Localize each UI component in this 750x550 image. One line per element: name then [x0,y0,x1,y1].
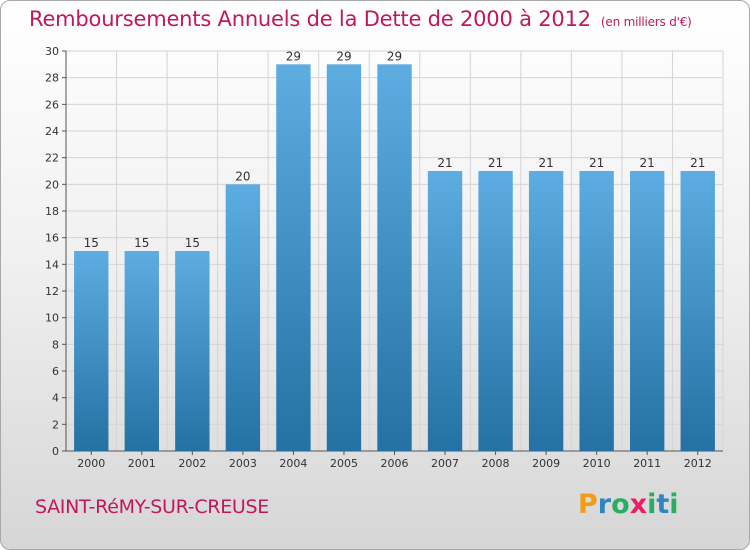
bar-value-label: 21 [640,156,655,170]
bar-2009 [528,171,564,451]
bar-value-label: 15 [84,236,99,250]
y-tick-label: 10 [45,312,59,325]
y-tick-label: 2 [52,418,59,431]
y-tick-label: 28 [45,72,59,85]
bar-value-label: 29 [286,49,301,63]
y-tick-label: 24 [45,125,59,138]
bar-value-label: 29 [387,49,402,63]
y-tick-label: 22 [45,152,59,165]
y-tick-label: 0 [52,445,59,458]
bar-value-label: 15 [134,236,149,250]
y-tick-label: 14 [45,258,59,271]
x-tick-label: 2005 [330,457,358,470]
labels: 0246810121416182022242628301520001520011… [45,45,712,470]
bar-2010 [579,171,614,451]
logo-letter: r [597,489,612,520]
bar-2006 [377,64,412,452]
logo-letter: i [669,489,679,520]
bar-2008 [478,171,513,451]
logo-letter: x [629,489,648,520]
bar-2000 [74,251,109,451]
y-tick-label: 12 [45,285,59,298]
x-tick-label: 2008 [482,457,510,470]
x-tick-label: 2000 [77,457,105,470]
bar-value-label: 20 [235,169,250,183]
y-tick-label: 26 [45,98,59,111]
unit-note: (en milliers d'€) [600,15,692,29]
x-tick-label: 2006 [381,457,409,470]
logo-letter: P [578,489,598,520]
x-tick-label: 2004 [279,457,307,470]
proxiti-logo: Proxiti [578,489,690,523]
x-tick-label: 2011 [633,457,661,470]
x-tick-label: 2007 [431,457,459,470]
bar-value-label: 21 [690,156,705,170]
bar-2001 [124,251,159,451]
bar-2007 [427,171,463,451]
bar-value-label: 21 [437,156,452,170]
y-tick-label: 6 [52,365,59,378]
bars [74,64,715,452]
bar-value-label: 29 [336,49,351,63]
chart-title: Remboursements Annuels de la Dette de 20… [29,7,692,31]
x-tick-label: 2010 [583,457,611,470]
y-tick-label: 18 [45,205,59,218]
commune-name: SAINT-RéMY-SUR-CREUSE [35,496,269,518]
bar-2002 [175,251,210,451]
bar-value-label: 21 [538,156,553,170]
bar-2011 [630,171,665,451]
chart-title-text: Remboursements Annuels de la Dette de 20… [29,7,591,31]
bar-2003 [225,184,261,452]
y-tick-label: 16 [45,232,59,245]
y-tick-label: 4 [52,392,59,405]
y-tick-label: 8 [52,338,59,351]
bar-2004 [276,64,311,452]
bar-value-label: 15 [185,236,200,250]
x-tick-label: 2012 [684,457,712,470]
x-tick-label: 2001 [128,457,156,470]
y-tick-label: 20 [45,178,59,191]
x-tick-label: 2002 [178,457,206,470]
logo-letter: t [656,489,670,520]
logo-letter: i [647,489,657,520]
x-tick-label: 2003 [229,457,257,470]
bar-value-label: 21 [488,156,503,170]
y-tick-label: 30 [45,45,59,58]
x-tick-label: 2009 [532,457,560,470]
bar-2005 [326,64,362,452]
bar-value-label: 21 [589,156,604,170]
bar-2012 [680,171,715,451]
logo-letter: o [611,489,630,520]
